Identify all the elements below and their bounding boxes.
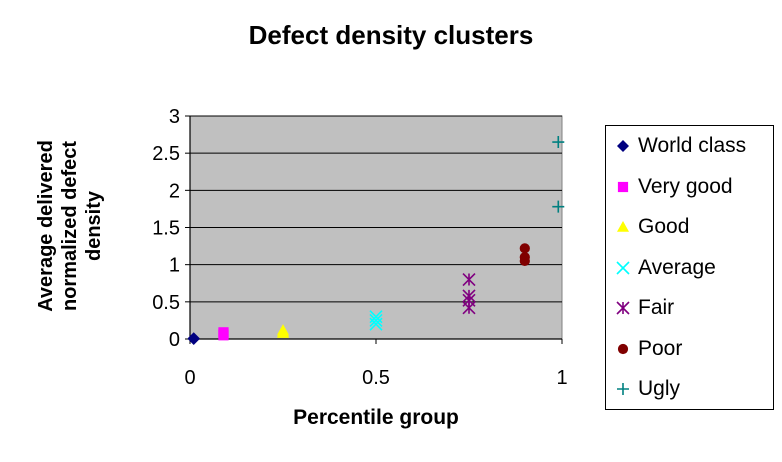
legend-marker-shape	[617, 343, 629, 354]
legend-item-very-good: Very good	[606, 174, 775, 202]
legend-label: Good	[638, 215, 690, 238]
legend-item-fair: Fair	[606, 295, 775, 323]
legend: World class Very good Good Average Fair Poor U…	[605, 125, 774, 410]
x-tick-label: 1	[556, 367, 567, 389]
x-axis-label: Percentile group	[293, 406, 459, 429]
data-point-fair	[462, 272, 476, 287]
legend-item-average: Average	[606, 255, 775, 283]
legend-label: Very good	[638, 174, 733, 198]
legend-marker-average	[616, 260, 630, 275]
y-tick-label: 3	[169, 106, 180, 128]
legend-marker-shape	[617, 140, 629, 152]
legend-marker-shape	[617, 221, 629, 232]
legend-marker-poor	[617, 343, 629, 354]
legend-item-poor: Poor	[606, 336, 775, 364]
y-tick-label: 1	[169, 255, 180, 277]
legend-marker-shape	[616, 301, 630, 315]
data-point-average	[369, 313, 383, 327]
legend-item-good: Good	[606, 214, 775, 242]
data-point-world-class	[187, 332, 200, 345]
legend-item-ugly: Ugly	[606, 376, 775, 404]
legend-marker-world-class	[617, 140, 629, 152]
legend-label: Poor	[638, 336, 683, 360]
y-tick-label: 1.5	[152, 218, 180, 240]
x-tick-label: 0.5	[362, 367, 390, 389]
legend-marker-shape	[617, 181, 629, 192]
legend-item-world-class: World class	[606, 133, 775, 161]
y-tick-label: 2	[169, 180, 180, 202]
legend-label: Fair	[638, 296, 675, 319]
legend-marker-good	[617, 221, 629, 232]
legend-label: World class	[638, 134, 747, 157]
data-point-very-good	[218, 327, 229, 338]
legend-marker-very-good	[617, 181, 629, 192]
chart-title: Defect density clusters	[248, 20, 534, 50]
legend-label: Average	[638, 255, 716, 279]
y-tick-label: 2.5	[152, 143, 180, 165]
data-point-poor	[519, 243, 530, 254]
data-point-fair	[462, 289, 476, 303]
legend-marker-ugly	[617, 383, 629, 395]
data-point-ugly	[552, 200, 565, 213]
x-tick-label: 0	[184, 367, 195, 389]
y-tick-label: 0	[169, 329, 180, 351]
legend-label: Ugly	[638, 377, 681, 400]
legend-marker-shape	[616, 260, 630, 275]
data-point-ugly	[552, 136, 565, 149]
legend-marker-fair	[616, 301, 630, 315]
data-point-poor	[519, 252, 530, 263]
data-point-average	[369, 310, 383, 324]
legend-marker-shape	[617, 383, 629, 395]
data-point-good	[277, 324, 289, 335]
y-tick-label: 0.5	[152, 292, 180, 314]
